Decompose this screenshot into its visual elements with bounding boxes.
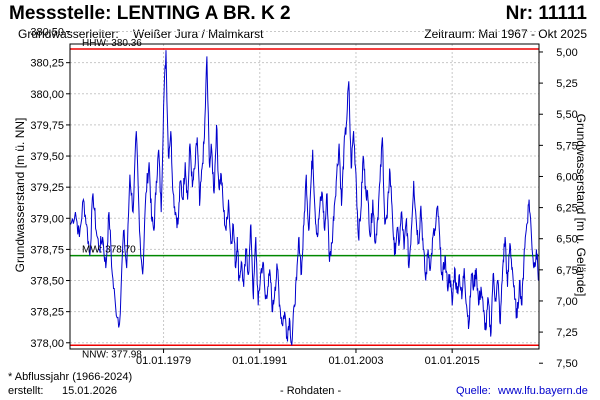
x-tick-label: 01.01.1979 [136,355,191,367]
y-tick-label-left: 380,50 [30,27,64,39]
y-tick-label-right: 6,75 [556,265,577,277]
series-line-groundwater [70,50,540,346]
abfluss-note: * Abflussjahr (1966-2024) [8,371,133,383]
y-tick-label-right: 7,50 [556,358,577,370]
aquifer-label: Grundwasserleiter: [18,27,119,41]
y-axis-left: 378,00 378,25 378,50 378,75 379,00 379,25 379,… [30,27,70,350]
raw-data-note: - Rohdaten - [280,385,342,397]
source-label: Quelle: [456,385,491,397]
y-tick-label-right: 6,50 [556,234,577,246]
aquifer-value: Weißer Jura / Malmkarst [133,27,264,41]
y-tick-label-right: 7,00 [556,296,577,308]
plot-frame [69,43,540,350]
y-tick-label-right: 7,25 [556,327,577,339]
y-tick-label-left: 380,00 [30,89,64,101]
station-title: Messstelle: LENTING A BR. K 2 [9,3,291,24]
period-label: Zeitraum: Mai 1967 - Okt 2025 [424,27,587,41]
x-tick-label: 01.01.2015 [425,355,480,367]
reference-label-nnw: NNW: 377.98 [82,349,142,360]
y-tick-label-left: 379,75 [30,120,64,132]
created-date: 15.01.2026 [62,385,118,397]
reference-lines [70,48,539,347]
y-tick-label-left: 378,00 [30,338,64,350]
chart-grid [70,31,539,349]
reference-label-mw: MW: 378.70 [82,245,136,256]
reference-label-hhw: HHW: 380.36 [82,38,142,49]
y-tick-label-left: 378,75 [30,244,64,256]
y-tick-label-left: 379,25 [30,182,64,194]
y-tick-label-right: 5,00 [556,47,577,59]
x-tick-label: 01.01.1991 [232,355,287,367]
y-tick-label-right: 6,25 [556,203,577,215]
x-tick-label: 01.01.2003 [328,355,383,367]
y-axis-right: 5,00 5,25 5,50 5,75 6,00 6,25 6,50 6,75 7,00 7,25… [539,47,578,370]
y-tick-label-left: 379,00 [30,213,64,225]
x-axis: 01.01.1979 01.01.1991 01.01.2003 01.01.2015 [136,349,480,367]
y-tick-label-left: 380,25 [30,58,64,70]
y-tick-label-right: 5,50 [556,109,577,121]
y-tick-label-left: 378,50 [30,276,64,288]
source-link[interactable]: www.lfu.bayern.de [498,385,588,397]
y-tick-label-right: 5,25 [556,78,577,90]
reference-labels: HHW: 380.36 MW: 378.70 NNW: 377.98 [82,38,142,360]
y-tick-label-right: 6,00 [556,171,577,183]
created-label: erstellt: [8,385,44,397]
y-tick-label-left: 378,25 [30,307,64,319]
station-number: Nr: 11111 [505,3,587,24]
y-tick-label-right: 5,75 [556,140,577,152]
y-tick-label-left: 379,50 [30,151,64,163]
y-axis-label-right: Grundwasserstand [m u. Gelände] [574,114,588,297]
y-axis-label-left: Grundwasserstand [m ü. NN] [13,118,27,273]
